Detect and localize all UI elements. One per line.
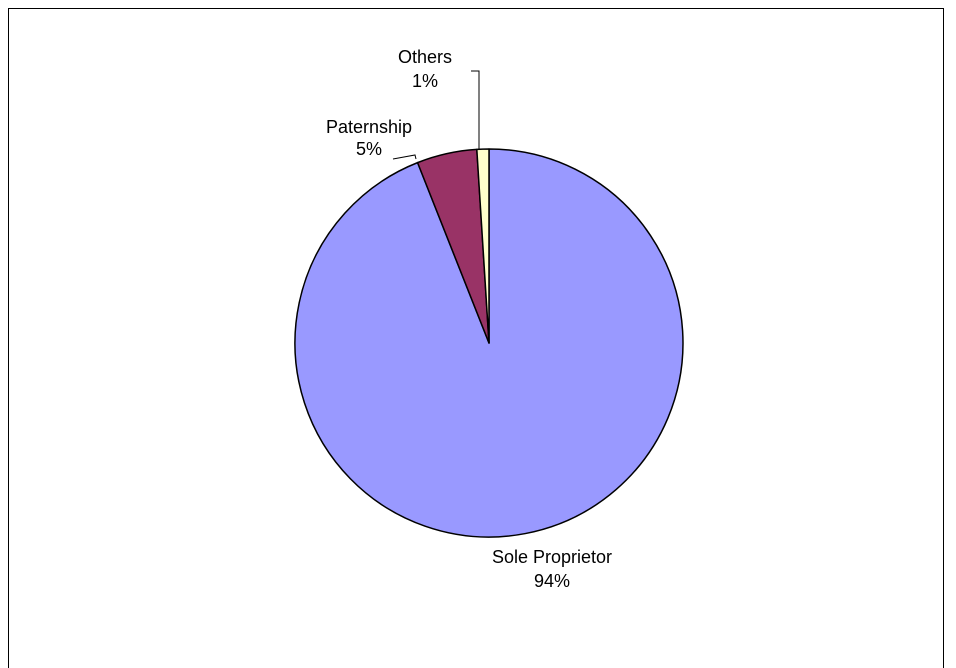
pie-chart: Sole Proprietor 94% Paternship 5% Others 1% — [294, 47, 684, 591]
slice-label-sole-proprietor: Sole Proprietor 94% — [492, 547, 612, 591]
leader-lines — [392, 70, 480, 160]
slice-label-paternship: Paternship 5% — [326, 117, 412, 159]
leader-line-paternship — [392, 154, 417, 160]
leader-line-others — [471, 70, 480, 149]
slice-labels: Sole Proprietor 94% Paternship 5% Others 1% — [326, 47, 612, 591]
slice-percent-label: 94% — [534, 571, 570, 591]
slice-category-label: Sole Proprietor — [492, 547, 612, 567]
slice-label-others: Others 1% — [398, 47, 452, 91]
pie-slice-others — [476, 148, 490, 344]
pie-slices — [294, 148, 684, 538]
slice-percent-label: 1% — [412, 71, 438, 91]
chart-area: Sole Proprietor 94% Paternship 5% Others 1% — [8, 8, 944, 668]
slice-category-label: Others — [398, 47, 452, 67]
slice-percent-label: 5% — [356, 139, 382, 159]
slice-category-label: Paternship — [326, 117, 412, 137]
